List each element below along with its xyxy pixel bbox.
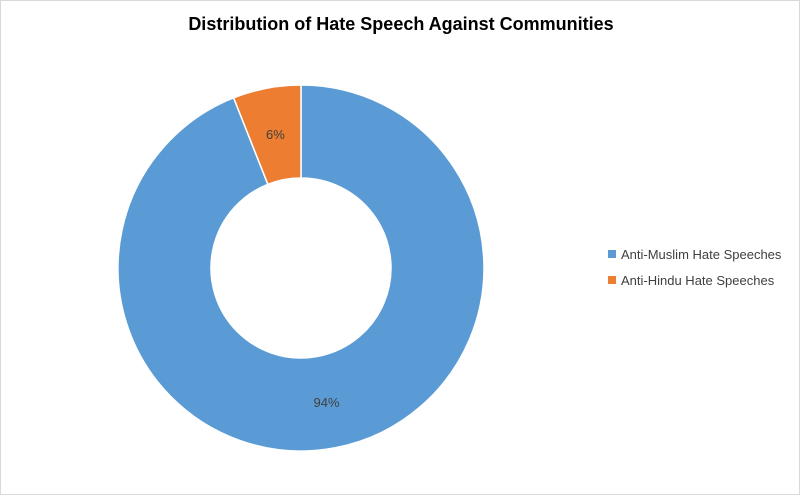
- legend-swatch: [608, 276, 616, 284]
- donut-slice-1: [117, 84, 485, 452]
- legend-item-1: Anti-Muslim Hate Speeches: [608, 245, 781, 263]
- chart-title: Distribution of Hate Speech Against Comm…: [188, 14, 614, 34]
- data-label-1: 94%: [314, 395, 340, 410]
- data-label-2: 6%: [266, 127, 285, 142]
- legend-label: Anti-Muslim Hate Speeches: [621, 246, 782, 262]
- legend-label: Anti-Hindu Hate Speeches: [621, 272, 775, 288]
- donut-slice-2: [232, 84, 302, 186]
- legend-item-2: Anti-Hindu Hate Speeches: [608, 271, 781, 289]
- legend-swatch: [608, 250, 616, 258]
- legend: Anti-Muslim Hate Speeches Anti-Hindu Hate…: [608, 245, 781, 297]
